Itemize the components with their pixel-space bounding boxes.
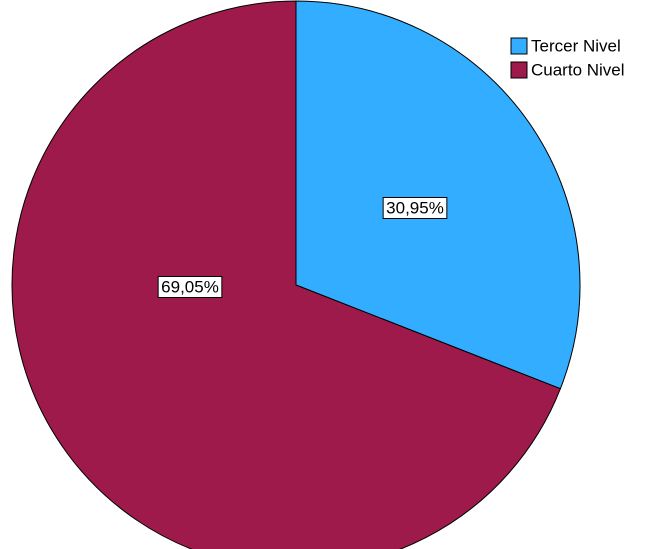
pie-slice <box>295 0 581 390</box>
pie-slice <box>11 0 562 549</box>
data-label-text: 69,05% <box>161 277 219 296</box>
data-label: 30,95% <box>382 196 448 219</box>
data-label-box <box>382 196 448 219</box>
legend-label: Cuarto Nivel <box>531 60 625 79</box>
slices <box>11 0 581 549</box>
data-label-box <box>157 275 223 298</box>
legend: Tercer Nivel Cuarto Nivel <box>510 36 625 79</box>
legend-swatch <box>510 37 528 55</box>
legend-swatch <box>510 61 528 79</box>
legend-label: Tercer Nivel <box>531 36 621 55</box>
data-label: 69,05% <box>157 275 223 298</box>
data-label-text: 30,95% <box>386 198 444 217</box>
